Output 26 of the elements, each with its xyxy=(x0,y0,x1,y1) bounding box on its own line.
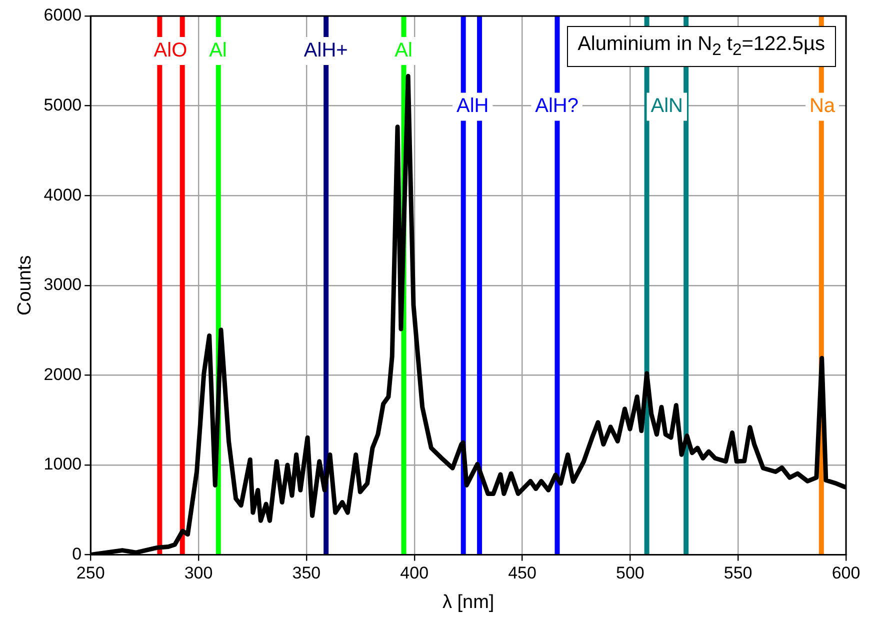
annotation: AlH xyxy=(456,95,489,118)
annotation: AlO xyxy=(154,40,188,62)
x-tick-label: 450 xyxy=(508,564,536,583)
x-tick-label: 500 xyxy=(616,564,644,583)
annotation: AlN xyxy=(650,95,683,118)
x-tick-label: 600 xyxy=(832,564,860,583)
y-tick-label: 5000 xyxy=(44,95,82,114)
annotation: Na xyxy=(809,95,836,118)
y-tick-label: 0 xyxy=(72,544,82,564)
x-tick-label: 250 xyxy=(76,564,105,583)
annotation: AlH? xyxy=(535,95,578,118)
x-tick-label: 550 xyxy=(724,564,752,583)
x-axis-title: λ [nm] xyxy=(442,592,494,613)
y-tick-label: 6000 xyxy=(44,6,82,25)
x-tick-label: 400 xyxy=(400,564,429,583)
y-axis-title: Counts xyxy=(14,255,36,316)
annotation: AlH+ xyxy=(304,40,348,62)
annotation: Al xyxy=(394,40,412,62)
y-tick-label: 2000 xyxy=(44,364,82,384)
y-tick-label: 4000 xyxy=(44,185,82,204)
y-tick-label: 3000 xyxy=(44,275,82,294)
annotation: Aluminium in N$_{2}$ t$_{2}$=122.5µs xyxy=(566,26,836,67)
x-tick-label: 350 xyxy=(292,564,321,583)
annotation: Al xyxy=(209,40,227,62)
x-tick-label: 300 xyxy=(184,564,213,583)
y-tick-label: 1000 xyxy=(44,454,82,474)
